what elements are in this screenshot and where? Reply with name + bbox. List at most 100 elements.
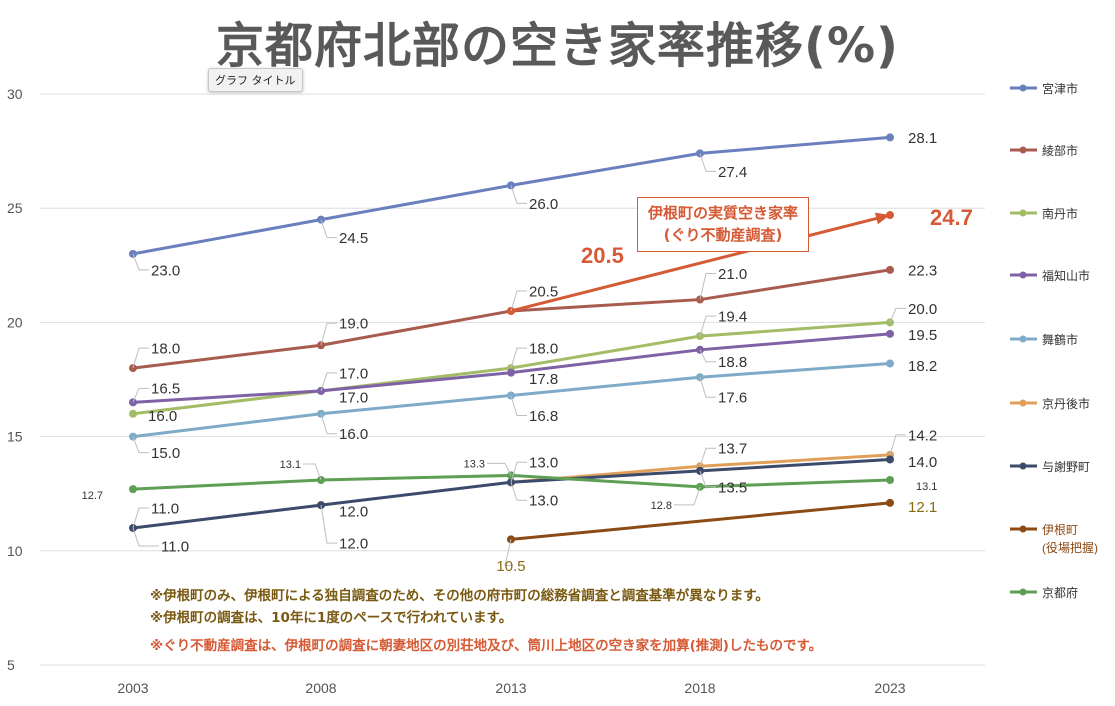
series-3-point [507, 368, 515, 377]
leader-line [674, 486, 701, 506]
legend-label: 宮津市 [1042, 81, 1078, 96]
x-tick-label: 2008 [305, 680, 336, 696]
legend-marker-dot [1019, 271, 1027, 279]
data-label: 12.0 [339, 536, 368, 553]
leader-line [510, 482, 527, 501]
legend-marker-dot [1019, 335, 1027, 343]
data-label: 20.5 [529, 283, 558, 300]
data-label: 18.8 [718, 354, 747, 371]
series-7-point [886, 498, 894, 507]
ine-real-line [510, 215, 883, 313]
data-label: 11.0 [161, 538, 189, 555]
legend-marker-dot [1019, 525, 1027, 533]
leader-line [320, 372, 337, 392]
data-label: 16.5 [151, 381, 180, 398]
y-tick-label: 30 [7, 86, 23, 102]
data-label: 18.0 [151, 340, 180, 357]
leader-line [510, 185, 527, 204]
data-label: 28.1 [908, 130, 937, 147]
y-tick-label: 20 [7, 314, 23, 330]
leader-line [699, 349, 716, 363]
leader-line [320, 219, 337, 239]
data-label: 19.5 [908, 327, 937, 344]
leader-line [303, 463, 322, 481]
leader-line [320, 322, 337, 346]
series-0-point [886, 133, 894, 142]
series-6-line [132, 457, 891, 530]
data-label: 15.0 [151, 445, 180, 462]
data-label: 13.0 [529, 455, 558, 472]
data-label: 20.0 [908, 301, 937, 318]
legend-label: 綾部市 [1042, 143, 1078, 158]
legend-label: 与謝野町 [1042, 459, 1090, 474]
leader-line [699, 447, 716, 467]
legend-label: 伊根町 [1042, 523, 1078, 537]
series-6-point [886, 455, 894, 464]
leader-line [320, 505, 337, 544]
ine-real-point [886, 211, 894, 220]
legend-label: 京都府 [1042, 585, 1078, 600]
data-label: 12.1 [908, 499, 937, 516]
data-label: 17.0 [339, 389, 368, 406]
data-label: 17.8 [529, 371, 558, 388]
data-label: 12.0 [339, 504, 368, 521]
series-2-point [129, 409, 137, 418]
y-tick-label: 15 [7, 429, 23, 445]
leader-line [132, 253, 149, 271]
data-label: 14.2 [908, 427, 937, 444]
series-8-point [129, 485, 137, 494]
data-label: 10.5 [496, 558, 525, 575]
data-label: 11.0 [151, 500, 179, 517]
chart-title-tooltip: グラフ タイトル [208, 68, 303, 92]
legend-marker-dot [1019, 209, 1027, 217]
note-1: ※伊根町のみ、伊根町による独自調査のため、その他の府市町の総務省調査と調査基準が… [150, 588, 769, 604]
data-label: 16.0 [148, 408, 177, 425]
data-label: 12.8 [651, 500, 672, 512]
data-label: 13.5 [718, 479, 747, 496]
series-1-line [132, 268, 891, 370]
legend-label: 京丹後市 [1042, 396, 1090, 411]
data-label: 18.2 [908, 358, 937, 375]
leader-line [889, 307, 906, 323]
data-label: 13.1 [280, 459, 301, 471]
series-7-line [510, 501, 891, 541]
legend-marker-dot [1019, 399, 1027, 407]
data-label: 24.5 [339, 230, 368, 247]
series-3-point [886, 329, 894, 338]
legend-label: 南丹市 [1042, 206, 1078, 221]
leader-line [132, 436, 149, 454]
y-tick-label: 5 [7, 657, 15, 673]
data-label: 27.4 [718, 164, 747, 181]
data-label: 13.7 [718, 441, 747, 458]
callout-line-2: (ぐり不動産調査) [663, 226, 783, 244]
series-8-point [886, 475, 894, 484]
data-label: 13.0 [529, 493, 558, 510]
leader-line [504, 539, 513, 566]
leader-line [510, 395, 527, 416]
leader-line [510, 290, 527, 312]
leader-line [510, 347, 527, 369]
legend-marker-dot [1019, 588, 1027, 596]
data-label: 17.0 [339, 365, 368, 382]
data-label: 23.0 [151, 262, 180, 279]
data-label: 24.7 [930, 205, 973, 230]
leader-line [699, 153, 716, 172]
leader-line [132, 527, 159, 547]
data-label: 16.0 [339, 426, 368, 443]
leader-line [699, 470, 716, 488]
legend-marker-dot [1019, 146, 1027, 154]
data-label: 13.1 [916, 481, 937, 493]
leader-line [487, 462, 512, 476]
legend-label: 舞鶴市 [1042, 332, 1078, 347]
legend-label: (役場把握) [1042, 540, 1098, 555]
data-label: 26.0 [529, 196, 558, 213]
data-label: 20.5 [581, 243, 624, 268]
data-label: 19.0 [339, 316, 368, 333]
leader-line [699, 273, 716, 300]
leader-line [320, 413, 337, 435]
x-tick-label: 2003 [117, 680, 148, 696]
data-label: 13.3 [464, 458, 485, 470]
series-4-point [886, 359, 894, 368]
x-tick-label: 2013 [495, 680, 526, 696]
leader-line [132, 347, 149, 369]
